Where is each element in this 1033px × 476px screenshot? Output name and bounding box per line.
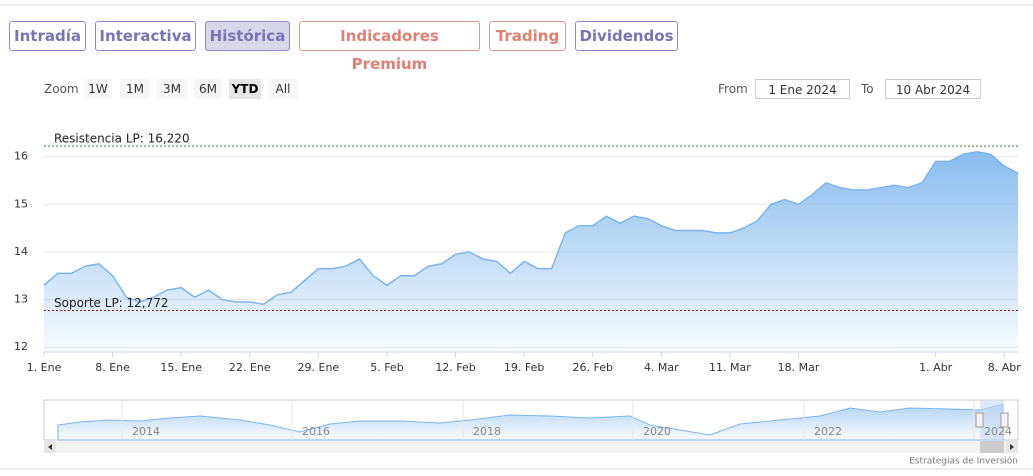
navigator-label: 2020 (643, 425, 671, 438)
scrollbar-track[interactable] (44, 441, 1018, 453)
x-tick-label: 11. Mar (709, 361, 751, 374)
navigator-series (57, 403, 1004, 441)
x-tick-label: 12. Feb (435, 361, 475, 374)
x-tick-label: 15. Ene (160, 361, 202, 374)
from-input[interactable]: 1 Ene 2024 (755, 79, 850, 99)
tab[interactable]: Intradía (9, 21, 86, 51)
navigator-window[interactable] (980, 400, 1004, 440)
zoom-button[interactable]: 6M (194, 79, 222, 99)
credit: Estrategias de Inversión (909, 456, 1018, 467)
x-tick-label: 8. Ene (95, 361, 130, 374)
x-tick-label: 22. Ene (229, 361, 271, 374)
y-tick-label: 14 (14, 245, 28, 258)
x-tick-label: 1. Abr (919, 361, 952, 374)
annotation-label: Resistencia LP: 16,220 (54, 132, 190, 146)
annotation-label: Soporte LP: 12,772 (54, 296, 169, 310)
tab[interactable]: Histórica (205, 21, 290, 51)
y-tick-label: 15 (14, 197, 28, 210)
to-label: To (861, 82, 874, 96)
x-tick-label: 1. Ene (27, 361, 62, 374)
x-tick-label: 4. Mar (644, 361, 679, 374)
tab[interactable]: Trading (489, 21, 566, 51)
y-tick-label: 13 (14, 293, 28, 306)
tab[interactable]: Interactiva (95, 21, 196, 51)
y-tick-label: 16 (14, 150, 28, 163)
zoom-label: Zoom (44, 82, 79, 96)
tab[interactable]: Indicadores Premium (299, 21, 480, 73)
x-tick-label: 5. Feb (370, 361, 403, 374)
area (44, 151, 1018, 352)
y-tick-label: 12 (14, 340, 28, 353)
navigator-label: 2014 (132, 425, 160, 438)
navigator-label: 2016 (302, 425, 330, 438)
x-tick-label: 26. Feb (572, 361, 612, 374)
zoom-button[interactable]: 3M (157, 79, 187, 99)
tab[interactable]: Dividendos (575, 21, 678, 51)
from-label: From (718, 82, 748, 96)
x-tick-label: 8. Abr (988, 361, 1021, 374)
zoom-button[interactable]: YTD (229, 79, 261, 99)
x-tick-label: 29. Ene (298, 361, 340, 374)
navigator-label: 2018 (473, 425, 501, 438)
navigator-handle[interactable] (975, 412, 984, 428)
scrollbar-thumb[interactable] (980, 441, 1004, 453)
navigator-handle[interactable] (1000, 412, 1009, 428)
navigator-label: 2022 (814, 425, 842, 438)
x-tick-label: 18. Mar (778, 361, 820, 374)
x-tick-label: 19. Feb (504, 361, 544, 374)
arrow-icon (1010, 444, 1014, 450)
zoom-button[interactable]: All (268, 79, 298, 99)
arrow-icon (48, 444, 52, 450)
navigator-label: 2024 (984, 425, 1012, 438)
line (43, 151, 1019, 306)
zoom-button[interactable]: 1M (120, 79, 150, 99)
zoom-button[interactable]: 1W (84, 79, 112, 99)
to-input[interactable]: 10 Abr 2024 (885, 79, 981, 99)
